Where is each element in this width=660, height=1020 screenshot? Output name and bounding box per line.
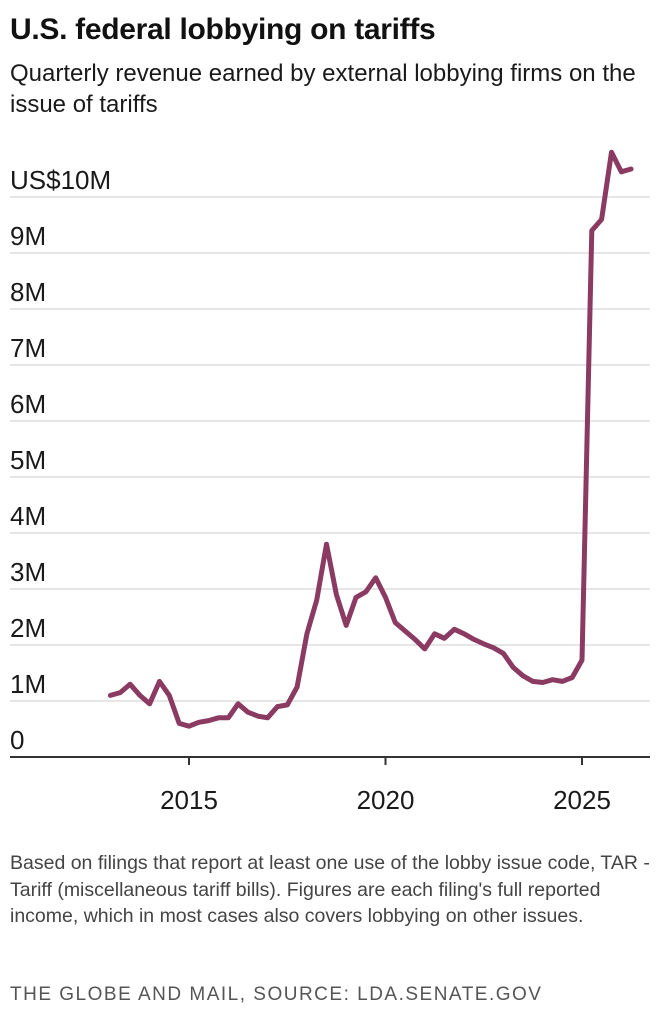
data-point (245, 710, 250, 715)
y-tick-label: 3M (10, 557, 46, 587)
data-point (393, 620, 398, 625)
y-axis-ticks: 0 1M 2M 3M 4M 5M 6M 7M 8M 9M US$10M (10, 165, 111, 755)
chart-subtitle: Quarterly revenue earned by external lob… (10, 60, 636, 118)
data-point (373, 575, 378, 580)
data-point (128, 682, 133, 687)
data-point (304, 631, 309, 636)
x-tick-label: 2015 (160, 785, 218, 815)
data-point (403, 629, 408, 634)
data-point (442, 636, 447, 641)
data-point (147, 701, 152, 706)
data-point (530, 679, 535, 684)
data-point (452, 627, 457, 632)
y-tick-label: 2M (10, 613, 46, 643)
data-point (157, 679, 162, 684)
line-chart: 0 1M 2M 3M 4M 5M 6M 7M 8M 9M US$10M 2015 2020 2025 (0, 130, 660, 840)
series-line-revenue (107, 149, 634, 729)
data-point (118, 690, 123, 695)
data-point (570, 675, 575, 680)
data-point (501, 651, 506, 656)
data-point (108, 693, 113, 698)
y-tick-label: 5M (10, 445, 46, 475)
data-point (334, 592, 339, 597)
data-point (363, 589, 368, 594)
chart-title: U.S. federal lobbying on tariffs (10, 13, 436, 46)
gridlines (10, 196, 650, 702)
y-tick-label: 4M (10, 501, 46, 531)
data-point (422, 646, 427, 651)
y-tick-label: 8M (10, 277, 46, 307)
data-point (137, 693, 142, 698)
data-point (560, 679, 565, 684)
data-point (275, 704, 280, 709)
data-point (226, 715, 231, 720)
data-point (344, 623, 349, 628)
data-point (196, 720, 201, 725)
data-point (540, 680, 545, 685)
y-tick-label: 0 (10, 725, 24, 755)
data-point (432, 631, 437, 636)
data-point (521, 673, 526, 678)
data-point (550, 677, 555, 682)
data-point (265, 715, 270, 720)
y-tick-label: US$10M (10, 165, 111, 195)
y-tick-label: 7M (10, 333, 46, 363)
x-tick-label: 2025 (553, 785, 611, 815)
line-chart-svg: 0 1M 2M 3M 4M 5M 6M 7M 8M 9M US$10M 2015 2020 2025 (10, 149, 650, 815)
data-point (324, 542, 329, 547)
data-point (511, 665, 516, 670)
data-point (462, 631, 467, 636)
data-point (206, 718, 211, 723)
data-point (609, 150, 614, 155)
data-point (383, 595, 388, 600)
data-point (619, 169, 624, 174)
x-axis: 2015 2020 2025 (10, 756, 650, 815)
data-point (216, 715, 221, 720)
x-tick-label: 2020 (357, 785, 415, 815)
data-point (580, 658, 585, 663)
y-tick-label: 1M (10, 669, 46, 699)
data-point (285, 702, 290, 707)
y-tick-label: 6M (10, 389, 46, 419)
data-point (314, 598, 319, 603)
data-point (413, 637, 418, 642)
source-credit: THE GLOBE AND MAIL, SOURCE: LDA.SENATE.G… (10, 984, 543, 1005)
data-point (471, 637, 476, 642)
data-point (491, 645, 496, 650)
y-tick-label: 9M (10, 221, 46, 251)
data-point (589, 228, 594, 233)
data-point (167, 693, 172, 698)
data-point (177, 721, 182, 726)
data-point (187, 724, 192, 729)
footnote: Based on filings that report at least on… (10, 852, 650, 927)
data-point (629, 167, 634, 172)
data-point (236, 701, 241, 706)
data-point (481, 641, 486, 646)
data-point (255, 714, 260, 719)
data-point (354, 595, 359, 600)
data-point (295, 685, 300, 690)
data-point (599, 217, 604, 222)
series-layer (107, 149, 634, 729)
